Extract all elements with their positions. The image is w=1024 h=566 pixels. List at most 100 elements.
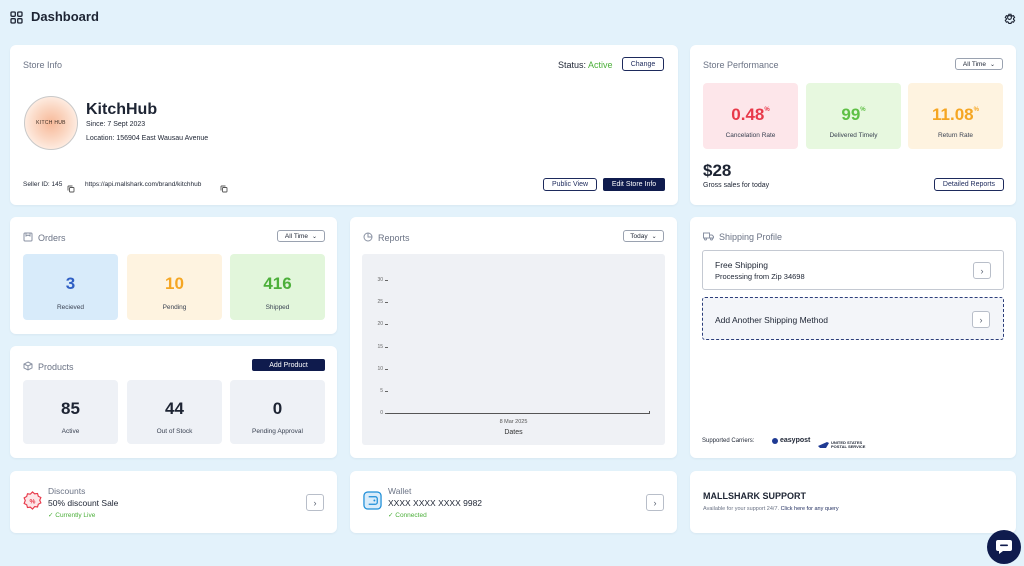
- reports-filter-value: Today: [630, 232, 648, 240]
- y-tick-mark: [385, 368, 388, 370]
- performance-stat-number: 11.08: [932, 105, 974, 124]
- chevron-right-icon[interactable]: ›: [646, 494, 664, 511]
- store-performance-card: Store Performance All Time ⌄ 0.48% Cancel…: [690, 45, 1016, 205]
- y-tick-label: 30: [377, 277, 383, 283]
- y-tick-mark: [385, 346, 388, 348]
- order-stat-value: 10: [165, 274, 184, 293]
- change-status-button[interactable]: Change: [622, 57, 664, 71]
- discount-status: ✓ Currently Live: [48, 512, 96, 519]
- wallet-card-number: XXXX XXXX XXXX 9982: [388, 498, 483, 508]
- orders-icon: [23, 232, 33, 244]
- y-tick-mark: [385, 280, 388, 281]
- product-stat-card[interactable]: 85 Active: [23, 380, 118, 444]
- product-stat-card[interactable]: 44 Out of Stock: [127, 380, 222, 444]
- chat-button[interactable]: [987, 530, 1021, 564]
- order-stat-value: 3: [65, 274, 76, 293]
- shipping-profile-title-label: Shipping Profile: [719, 232, 783, 242]
- performance-stat-label: Cancelation Rate: [725, 132, 776, 139]
- orders-card: Orders All Time ⌄ 3 Recieved 10 Pending 416 S…: [10, 217, 337, 334]
- reports-title-label: Reports: [378, 233, 410, 243]
- wallet-icon: [363, 491, 382, 510]
- performance-filter-value: All Time: [962, 60, 987, 68]
- free-shipping-subtitle: Processing from Zip 34698: [715, 272, 805, 281]
- usps-logo: UNITED STATES POSTAL SERVICE: [818, 436, 865, 454]
- shipping-profile-card: Shipping Profile Free Shipping Processin…: [690, 217, 1016, 458]
- chat-icon: [996, 540, 1012, 554]
- free-shipping-item[interactable]: Free Shipping Processing from Zip 34698 …: [702, 250, 1004, 290]
- order-stat-card[interactable]: 10 Pending: [127, 254, 222, 320]
- shipping-profile-title: Shipping Profile: [703, 231, 782, 243]
- copy-url-icon[interactable]: [220, 180, 228, 193]
- add-shipping-method[interactable]: Add Another Shipping Method ›: [702, 297, 1004, 340]
- product-stat-value: 85: [61, 399, 80, 418]
- performance-stat-number: 99: [841, 105, 861, 124]
- order-stat-label: Shipped: [265, 304, 290, 311]
- add-product-button[interactable]: Add Product: [252, 359, 325, 371]
- performance-stat-unit: %: [764, 107, 770, 113]
- products-title: Products: [23, 361, 74, 373]
- usps-text: UNITED STATES POSTAL SERVICE: [831, 440, 865, 450]
- y-tick-label: 5: [380, 387, 383, 394]
- y-tick-mark: [385, 302, 388, 304]
- chevron-right-icon[interactable]: ›: [306, 494, 324, 511]
- truck-icon: [703, 231, 714, 243]
- x-axis-line: [387, 413, 650, 414]
- y-tick-label: 0: [380, 410, 383, 416]
- free-shipping-title: Free Shipping: [715, 260, 768, 270]
- status-value: Active: [588, 60, 613, 70]
- orders-title-label: Orders: [38, 233, 66, 243]
- performance-stat-value: 11.08%: [908, 105, 1003, 125]
- store-info-card: Store Info Status: Active Change KITCH H…: [10, 45, 678, 205]
- products-title-label: Products: [38, 362, 74, 372]
- public-view-button[interactable]: Public View: [543, 178, 597, 191]
- supported-carriers-label: Supported Carriers:: [702, 438, 755, 444]
- reports-card: Reports Today ⌄ 0 5 10 15 20 25 30 8 Mar 2025 …: [350, 217, 677, 458]
- y-tick-mark: [385, 413, 388, 414]
- order-stat-value: 416: [263, 274, 292, 293]
- support-card: MALLSHARK SUPPORT Available for your sup…: [690, 471, 1016, 533]
- chevron-down-icon: ⌄: [312, 233, 318, 240]
- box-icon: [23, 361, 33, 373]
- support-link[interactable]: Click here for any query: [780, 506, 839, 512]
- wallet-card: Wallet XXXX XXXX XXXX 9982 ✓ Connected ›: [350, 471, 677, 533]
- y-tick-label: 10: [377, 365, 383, 372]
- detailed-reports-button[interactable]: Detailed Reports: [934, 178, 1004, 191]
- x-tick-label: 8 Mar 2025: [499, 419, 528, 425]
- performance-stat-number: 0.48: [731, 105, 765, 124]
- eagle-icon: [818, 436, 829, 454]
- orders-title: Orders: [23, 232, 66, 244]
- support-text-line: Available for your support 24/7. Click h…: [703, 506, 839, 512]
- apps-icon[interactable]: [10, 11, 23, 24]
- copy-icon[interactable]: [67, 180, 75, 193]
- reports-chart: 0 5 10 15 20 25 30 8 Mar 2025 Dates: [362, 254, 665, 445]
- pie-chart-icon: [363, 232, 373, 244]
- x-axis-right-tick: [649, 411, 650, 414]
- discount-name: 50% discount Sale: [48, 498, 119, 508]
- performance-filter-dropdown[interactable]: All Time ⌄: [955, 58, 1003, 70]
- orders-filter-dropdown[interactable]: All Time ⌄: [277, 230, 325, 242]
- wallet-status: ✓ Connected: [388, 512, 427, 519]
- performance-stat-unit: %: [973, 107, 979, 113]
- store-url[interactable]: https://api.mallshark.com/brand/kitchhub: [85, 181, 202, 188]
- y-tick-mark: [385, 390, 388, 392]
- chevron-right-icon[interactable]: ›: [973, 262, 991, 279]
- order-stat-label: Pending: [162, 304, 187, 311]
- order-stat-card[interactable]: 416 Shipped: [230, 254, 325, 320]
- gross-sales-label: Gross sales for today: [703, 182, 770, 189]
- performance-stat-card: 0.48% Cancelation Rate: [703, 83, 798, 149]
- chevron-down-icon: ⌄: [651, 233, 657, 240]
- chevron-right-icon[interactable]: ›: [972, 311, 990, 328]
- add-shipping-method-label: Add Another Shipping Method: [715, 315, 828, 325]
- reports-filter-dropdown[interactable]: Today ⌄: [623, 230, 664, 242]
- product-stat-card[interactable]: 0 Pending Approval: [230, 380, 325, 444]
- status-label: Status:: [558, 60, 587, 70]
- order-stat-card[interactable]: 3 Recieved: [23, 254, 118, 320]
- gear-icon[interactable]: [1003, 11, 1016, 25]
- seller-id: Seller ID: 145: [23, 181, 63, 188]
- gross-sales-value: $28: [703, 161, 732, 180]
- support-title: MALLSHARK SUPPORT: [703, 491, 806, 501]
- product-stat-value: 0: [272, 399, 283, 418]
- orders-filter-value: All Time: [284, 232, 309, 240]
- edit-store-info-button[interactable]: Edit Store Info: [603, 178, 665, 191]
- performance-stat-label: Return Rate: [937, 132, 974, 139]
